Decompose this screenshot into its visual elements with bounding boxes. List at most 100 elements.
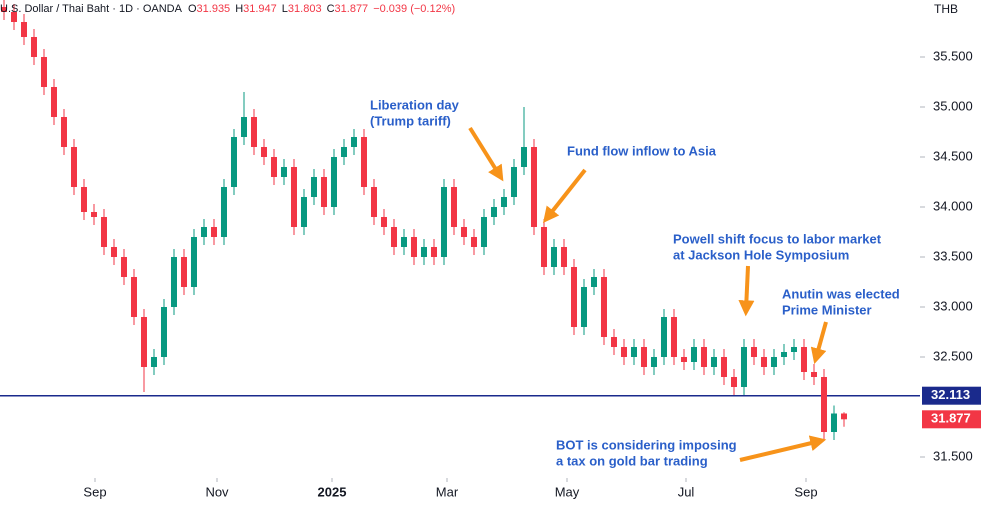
candle-body — [421, 247, 427, 257]
y-tick-label: 34.000 — [933, 198, 973, 213]
candle-body — [831, 413, 837, 432]
last-price-tag — [922, 410, 981, 429]
candle-body — [201, 227, 207, 237]
candle-body — [531, 147, 537, 227]
candle-body — [81, 187, 87, 212]
arrow — [468, 126, 504, 182]
candle-body — [151, 357, 157, 367]
x-tick-label: 2025 — [318, 484, 347, 499]
candle-body — [711, 357, 717, 367]
candle-body — [71, 147, 77, 187]
annotation: a tax on gold bar trading — [556, 453, 708, 468]
candle-body — [681, 357, 687, 362]
candle-body — [41, 57, 47, 87]
candle-body — [551, 247, 557, 267]
candle-body — [21, 22, 27, 37]
candle-body — [281, 167, 287, 177]
candle-body — [181, 257, 187, 287]
candle-body — [611, 337, 617, 347]
candle-body — [331, 157, 337, 207]
y-tick-label: 32.500 — [933, 348, 973, 363]
candle-body — [461, 227, 467, 237]
candle-body — [541, 227, 547, 267]
candle-body — [621, 347, 627, 357]
candle-body — [171, 257, 177, 307]
candle-body — [301, 197, 307, 227]
candle-body — [51, 87, 57, 117]
candle-body — [741, 347, 747, 387]
arrow — [738, 265, 755, 317]
annotation: Anutin was elected — [782, 286, 900, 301]
candle-body — [751, 347, 757, 357]
candle-body — [351, 137, 357, 147]
ohlc-value: 31.935 — [197, 3, 231, 15]
candle-body — [571, 267, 577, 327]
candle-body — [241, 117, 247, 137]
candle-body — [721, 357, 727, 377]
annotation: BOT is considering imposing — [556, 437, 737, 452]
candle-body — [771, 357, 777, 367]
candle-body — [311, 177, 317, 197]
annotation: Powell shift focus to labor market — [673, 231, 882, 246]
candle-body — [361, 137, 367, 187]
ohlc-value: 31.877 — [335, 3, 369, 15]
candle-body — [221, 187, 227, 237]
candle-body — [651, 357, 657, 367]
candle-body — [841, 413, 847, 420]
symbol: U.S. Dollar / Thai Baht · 1D · OANDA — [0, 3, 183, 15]
candle-body — [431, 247, 437, 257]
candle-body — [601, 277, 607, 337]
annotation: Prime Minister — [782, 302, 872, 317]
ohlc-letter: C — [327, 3, 335, 15]
hline-tag-label: 32.113 — [931, 387, 970, 402]
candle-body — [671, 317, 677, 357]
arrow — [543, 168, 587, 224]
x-tick-label: Nov — [205, 484, 229, 499]
candle-body — [371, 187, 377, 217]
candle-body — [791, 347, 797, 352]
x-tick-label: May — [555, 484, 580, 499]
candle-body — [411, 237, 417, 257]
y-tick-label: 35.000 — [933, 98, 973, 113]
ohlc-letter: O — [188, 3, 197, 15]
annotation: Liberation day — [370, 97, 460, 112]
y-tick-label: 33.500 — [933, 248, 973, 263]
arrow — [810, 321, 828, 365]
currency: THB — [934, 2, 958, 16]
candle-body — [401, 237, 407, 247]
y-tick-label: 35.500 — [933, 48, 973, 63]
annotation-arrows — [468, 126, 828, 462]
candle-body — [521, 147, 527, 167]
candle-body — [341, 147, 347, 157]
arrow — [739, 435, 827, 462]
candle-body — [321, 177, 327, 207]
candle-body — [191, 237, 197, 287]
change: −0.039 (−0.12%) — [373, 3, 455, 15]
candle-body — [121, 257, 127, 277]
candle-body — [761, 357, 767, 367]
candle-body — [781, 352, 787, 357]
y-tick-label: 34.500 — [933, 148, 973, 163]
candle-body — [481, 217, 487, 247]
candle-body — [731, 377, 737, 387]
candle-body — [591, 277, 597, 287]
ohlc-value: 31.947 — [243, 3, 277, 15]
candle-body — [261, 147, 267, 157]
candle-body — [131, 277, 137, 317]
candle-body — [501, 197, 507, 207]
candle-body — [491, 207, 497, 217]
candle-body — [251, 117, 257, 147]
annotation: at Jackson Hole Symposium — [673, 247, 849, 262]
candle-body — [701, 347, 707, 367]
candle-body — [641, 347, 647, 367]
candle-body — [471, 237, 477, 247]
x-tick-label: Mar — [436, 484, 459, 499]
candle-body — [291, 167, 297, 227]
candle-body — [11, 12, 17, 22]
x-tick-label: Sep — [83, 484, 106, 499]
annotation: Fund flow inflow to Asia — [567, 143, 717, 158]
last-price-label: 31.877 — [931, 411, 971, 426]
candle-body — [381, 217, 387, 227]
candle-body — [691, 347, 697, 362]
